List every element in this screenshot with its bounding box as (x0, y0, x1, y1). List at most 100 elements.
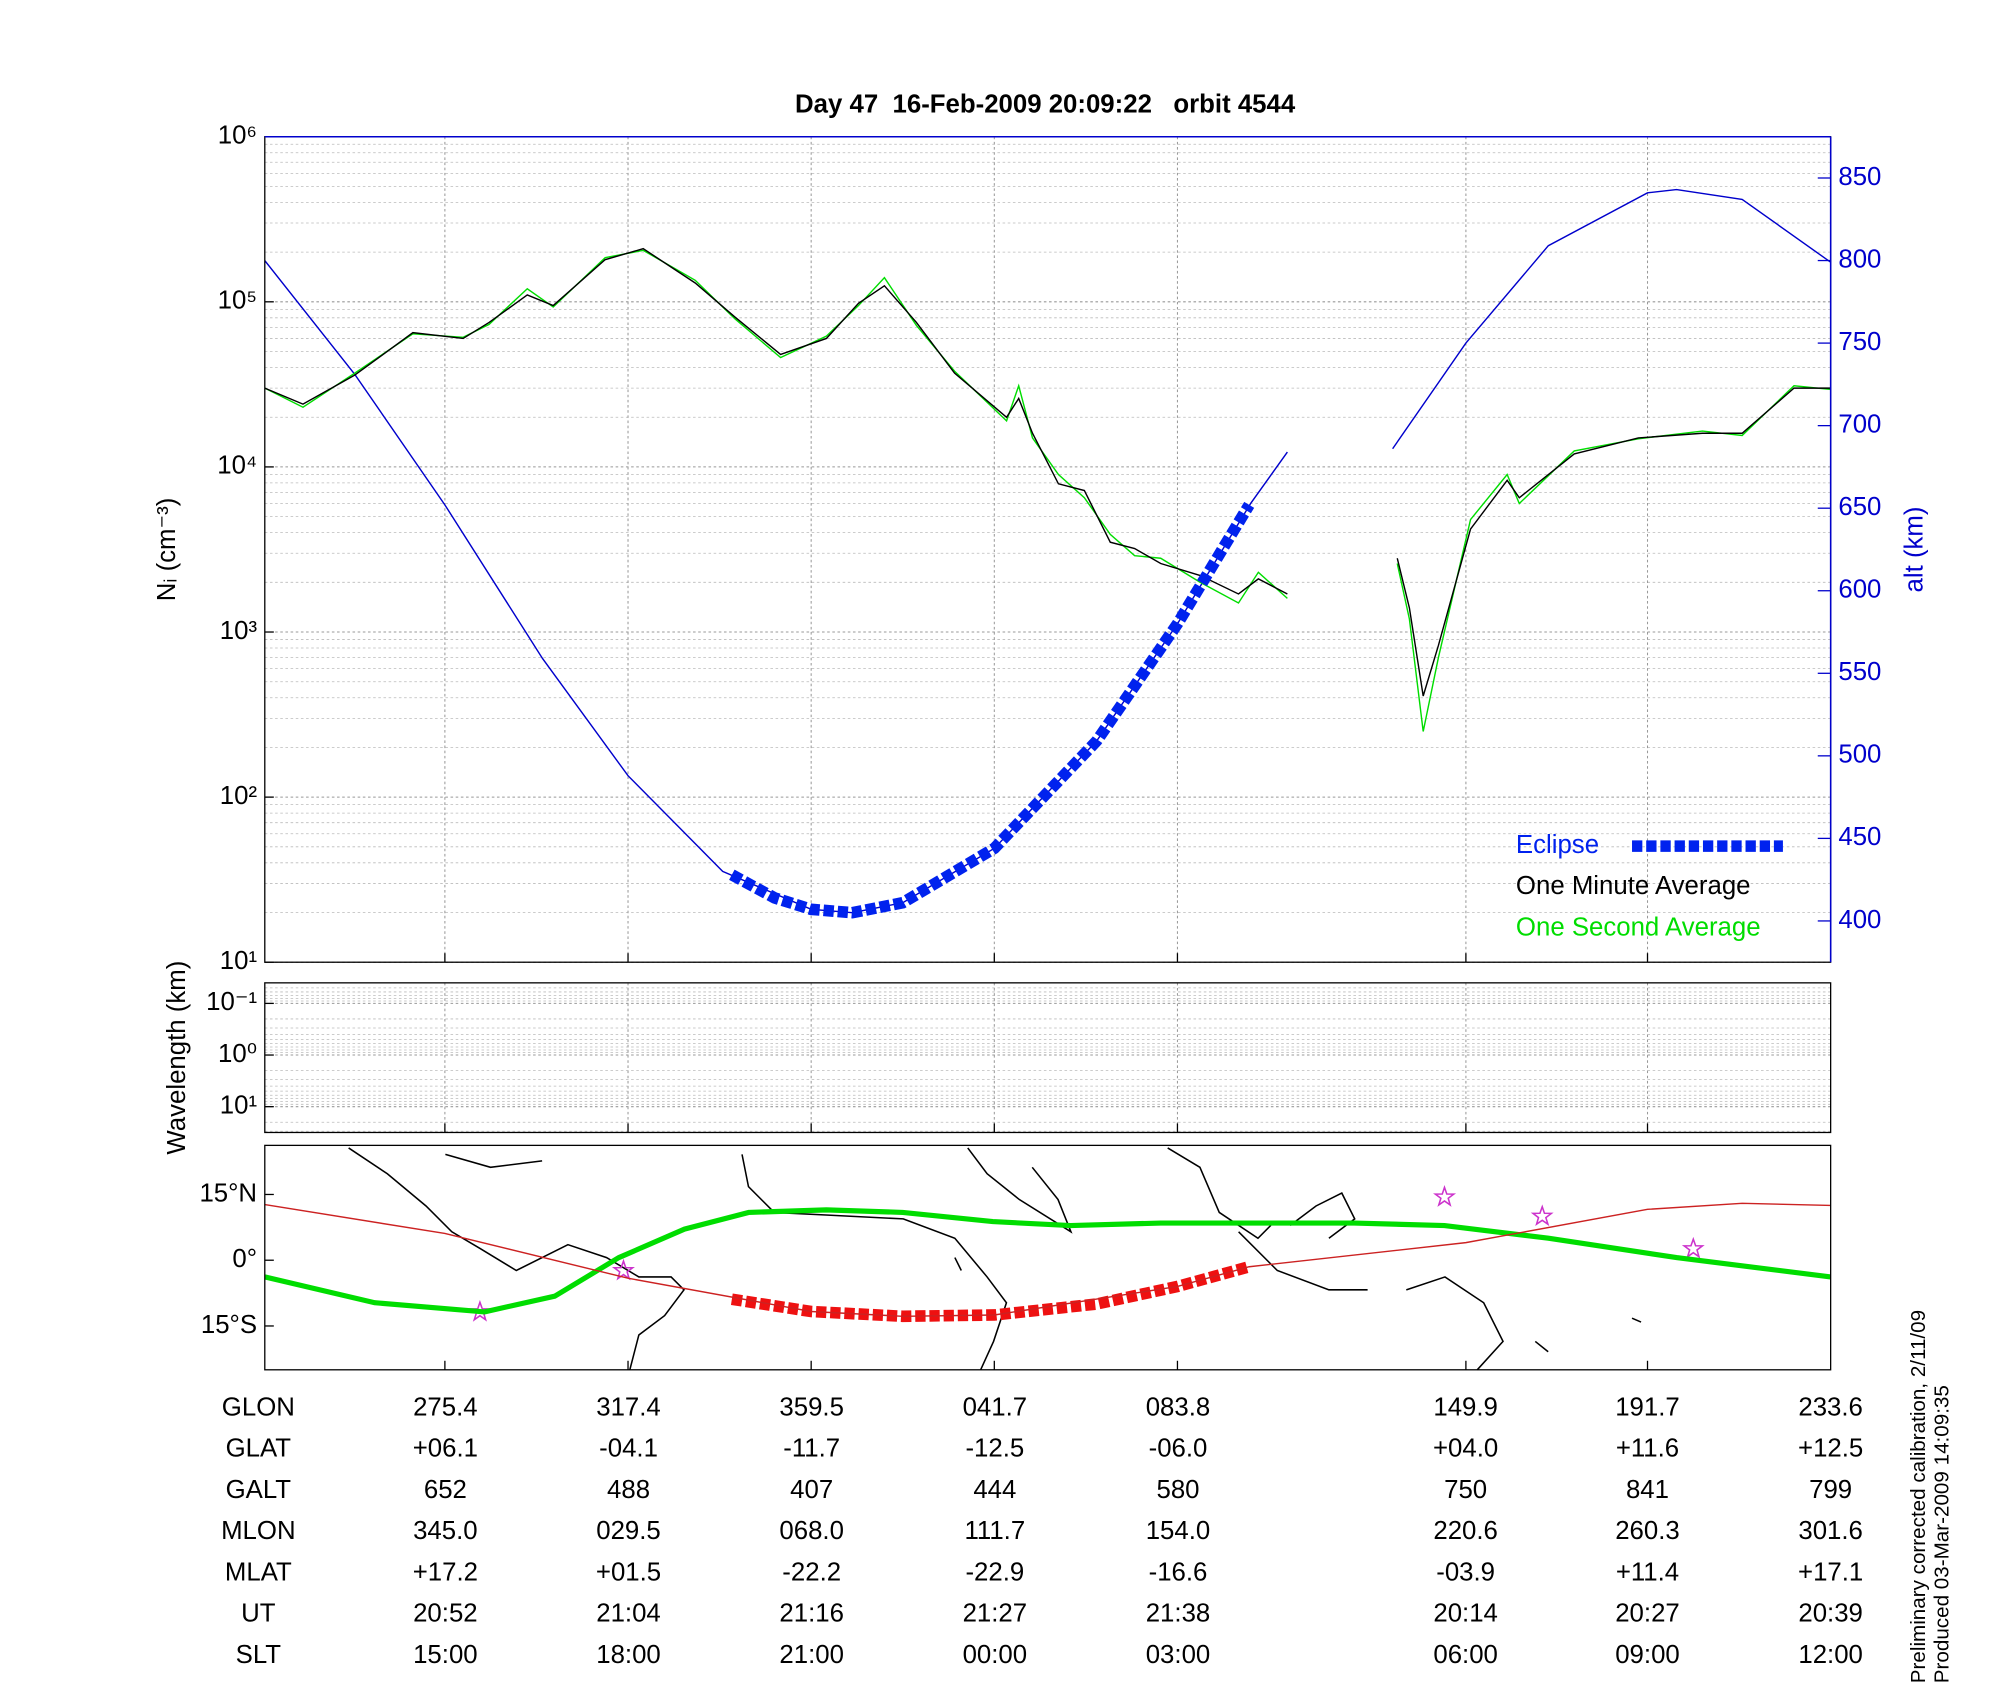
cell: 359.5 (779, 1393, 844, 1421)
cell: -22.9 (965, 1558, 1024, 1586)
cell: 083.8 (1146, 1393, 1211, 1421)
y-tick-label: 10⁵ (218, 287, 257, 315)
y-tick-label: 10⁴ (217, 452, 257, 480)
y2-tick-label: 400 (1838, 906, 1881, 934)
cell: -03.9 (1436, 1558, 1495, 1586)
cell: +11.4 (1616, 1558, 1679, 1586)
y2-tick-label: 800 (1838, 245, 1881, 273)
line-series (264, 1207, 1831, 1315)
y-tick-label: 10¹ (220, 1091, 258, 1119)
cell: +06.1 (413, 1435, 478, 1463)
chart-title: Day 47 16-Feb-2009 20:09:22 orbit 4544 (795, 91, 1296, 119)
y2-tick-label: 500 (1838, 741, 1881, 769)
cell: 09:00 (1615, 1641, 1680, 1669)
cell: -04.1 (599, 1435, 658, 1463)
cell: 111.7 (964, 1517, 1025, 1545)
cell: 20:52 (413, 1600, 478, 1628)
y-tick-label: 15°S (201, 1311, 257, 1339)
cell: 260.3 (1615, 1517, 1680, 1545)
row-label: GALT (226, 1476, 292, 1504)
cell: 652 (424, 1476, 467, 1504)
y-tick-label: 10⁶ (218, 122, 257, 150)
legend-label: One Minute Average (1516, 872, 1751, 900)
plot-area (264, 188, 1831, 919)
cell: 20:39 (1798, 1600, 1863, 1628)
cell: 149.9 (1433, 1393, 1498, 1421)
star-marker (1681, 1236, 1705, 1259)
line-series (264, 249, 1831, 732)
cell: 20:14 (1433, 1600, 1498, 1628)
cell: 488 (607, 1476, 650, 1504)
axes-frame (264, 1144, 1832, 1371)
axes-frame (264, 982, 1832, 1134)
cell: 041.7 (963, 1393, 1028, 1421)
y2-tick-label: 450 (1838, 823, 1881, 851)
cell: 444 (973, 1476, 1016, 1504)
note: Preliminary corrected calibration, 2/11/… (1907, 1310, 1930, 1683)
cell: 06:00 (1433, 1641, 1498, 1669)
star-marker (1530, 1204, 1554, 1227)
cell: 407 (790, 1476, 833, 1504)
cell: -06.0 (1149, 1435, 1208, 1463)
y2-tick-label: 650 (1838, 493, 1881, 521)
cell: 029.5 (596, 1517, 661, 1545)
y2-axis-label: alt (km) (1901, 507, 1929, 593)
cell: 12:00 (1798, 1641, 1863, 1669)
cell: -12.5 (965, 1435, 1024, 1463)
y2-tick-label: 600 (1838, 576, 1881, 604)
cell: 00:00 (963, 1641, 1028, 1669)
row-label: UT (241, 1600, 276, 1628)
cell: +04.0 (1433, 1435, 1498, 1463)
cell: 750 (1444, 1476, 1487, 1504)
cell: 317.4 (596, 1393, 661, 1421)
cell: 21:00 (779, 1641, 844, 1669)
cell: +01.5 (596, 1558, 661, 1586)
y-tick-label: 10² (220, 782, 258, 810)
y-axis-label: Wavelength (km) (163, 961, 191, 1155)
y-tick-label: 15°N (199, 1179, 257, 1207)
cell: 799 (1809, 1476, 1852, 1504)
coastlines (348, 1147, 1642, 1371)
row-label: SLT (236, 1641, 282, 1669)
legend-label: Eclipse (1516, 831, 1599, 859)
line-series (264, 247, 1831, 697)
line-series (729, 501, 1255, 919)
legend-label: One Second Average (1516, 913, 1761, 941)
cell: +17.2 (413, 1558, 478, 1586)
cell: 841 (1626, 1476, 1669, 1504)
cell: 220.6 (1433, 1517, 1498, 1545)
row-label: MLON (221, 1517, 295, 1545)
star-marker (611, 1258, 635, 1281)
cell: 18:00 (596, 1641, 661, 1669)
y-axis-label: Nᵢ (cm⁻³) (153, 498, 181, 602)
cell: 21:38 (1146, 1600, 1211, 1628)
cell: +12.5 (1798, 1435, 1863, 1463)
cell: 191.7 (1615, 1393, 1680, 1421)
cell: 21:27 (963, 1600, 1028, 1628)
cell: +17.1 (1798, 1558, 1863, 1586)
star-marker (1433, 1185, 1457, 1207)
cell: 21:16 (779, 1600, 844, 1628)
y-tick-label: 10¹ (220, 947, 258, 975)
y2-tick-label: 850 (1838, 163, 1881, 191)
cell: 068.0 (779, 1517, 844, 1545)
cell: +11.6 (1616, 1435, 1679, 1463)
cell: 345.0 (413, 1517, 478, 1545)
cell: 21:04 (596, 1600, 661, 1628)
y2-tick-label: 550 (1838, 658, 1881, 686)
row-label: GLAT (226, 1435, 292, 1463)
y2-tick-label: 750 (1838, 328, 1881, 356)
cell: 233.6 (1798, 1393, 1863, 1421)
cell: 03:00 (1146, 1641, 1211, 1669)
cell: 301.6 (1798, 1517, 1863, 1545)
cell: 580 (1156, 1476, 1199, 1504)
note: Produced 03-Mar-2009 14:09:35 (1930, 1385, 1953, 1683)
row-label: MLAT (225, 1558, 292, 1586)
y-tick-label: 10⁻¹ (206, 988, 257, 1016)
y-tick-label: 0° (232, 1245, 257, 1273)
cell: 20:27 (1615, 1600, 1680, 1628)
cell: 15:00 (413, 1641, 478, 1669)
row-label: GLON (222, 1393, 295, 1421)
cell: 154.0 (1146, 1517, 1211, 1545)
